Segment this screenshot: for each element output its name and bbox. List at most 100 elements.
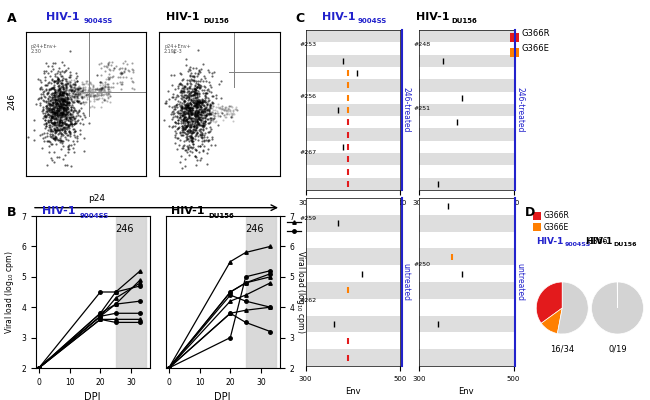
Point	[52, 111, 62, 118]
Point	[69, 121, 79, 127]
Point	[204, 129, 214, 135]
Point	[196, 117, 207, 124]
Point	[57, 83, 68, 90]
Bar	[419, 67, 514, 79]
Point	[100, 63, 110, 70]
Point	[52, 107, 62, 113]
Point	[185, 64, 195, 70]
Point	[70, 94, 80, 101]
Point	[68, 114, 78, 120]
Point	[68, 87, 79, 93]
Point	[49, 118, 59, 125]
Point	[181, 104, 192, 110]
Point	[54, 65, 64, 72]
Bar	[306, 30, 400, 42]
Point	[65, 116, 75, 122]
Point	[193, 112, 203, 119]
Point	[49, 86, 60, 92]
Point	[215, 77, 226, 84]
Point	[195, 157, 205, 164]
Point	[56, 107, 66, 114]
Point	[185, 128, 196, 134]
Point	[54, 92, 64, 99]
Point	[98, 90, 108, 97]
Point	[50, 78, 60, 84]
Bar	[306, 349, 400, 366]
Point	[195, 117, 205, 123]
Point	[200, 112, 211, 119]
Point	[122, 61, 132, 67]
Point	[56, 133, 66, 139]
Point	[64, 90, 74, 97]
Point	[43, 95, 53, 101]
Point	[182, 86, 192, 92]
Point	[52, 92, 62, 99]
Text: #253: #253	[300, 42, 317, 46]
Point	[183, 100, 194, 106]
Point	[61, 96, 72, 102]
Point	[196, 76, 206, 82]
Point	[81, 80, 92, 86]
Point	[169, 110, 179, 116]
Point	[84, 87, 94, 94]
Point	[64, 99, 75, 105]
Point	[58, 124, 69, 130]
Point	[125, 75, 136, 81]
Point	[57, 109, 67, 115]
Point	[194, 101, 204, 107]
Point	[198, 120, 209, 126]
Point	[53, 98, 64, 104]
Point	[60, 76, 71, 82]
Point	[67, 123, 77, 130]
Point	[53, 111, 63, 117]
Point	[172, 146, 182, 152]
Point	[65, 118, 75, 124]
Point	[193, 119, 203, 125]
Point	[200, 112, 211, 118]
Point	[205, 115, 215, 121]
Point	[56, 123, 66, 129]
Point	[85, 103, 96, 110]
Point	[73, 89, 83, 96]
Point	[189, 77, 200, 84]
Point	[66, 104, 76, 110]
Point	[62, 97, 72, 103]
Point	[192, 110, 203, 116]
Point	[64, 133, 75, 139]
Point	[55, 78, 65, 84]
Text: G366R: G366R	[543, 212, 569, 220]
Bar	[246, 216, 276, 368]
Point	[177, 145, 187, 151]
Point	[58, 88, 68, 94]
Point	[198, 115, 208, 122]
Point	[61, 82, 72, 88]
Point	[166, 72, 177, 78]
Point	[55, 92, 65, 98]
Point	[114, 66, 124, 73]
Point	[48, 120, 58, 127]
Point	[184, 93, 194, 99]
Point	[169, 134, 179, 140]
Point	[50, 96, 60, 102]
Point	[195, 114, 205, 120]
Point	[223, 108, 233, 114]
Point	[229, 111, 240, 118]
Point	[58, 97, 69, 104]
Point	[183, 143, 193, 150]
Point	[205, 103, 215, 109]
Point	[51, 96, 61, 103]
Point	[116, 81, 127, 87]
Point	[65, 48, 75, 55]
Point	[204, 112, 214, 118]
Point	[53, 82, 64, 89]
Point	[55, 117, 66, 124]
Point	[70, 115, 80, 121]
Point	[183, 145, 193, 151]
Point	[181, 116, 191, 122]
Point	[185, 129, 195, 135]
Point	[188, 126, 198, 133]
Point	[72, 110, 83, 116]
Point	[44, 104, 54, 111]
Point	[192, 110, 203, 116]
Point	[181, 123, 191, 129]
